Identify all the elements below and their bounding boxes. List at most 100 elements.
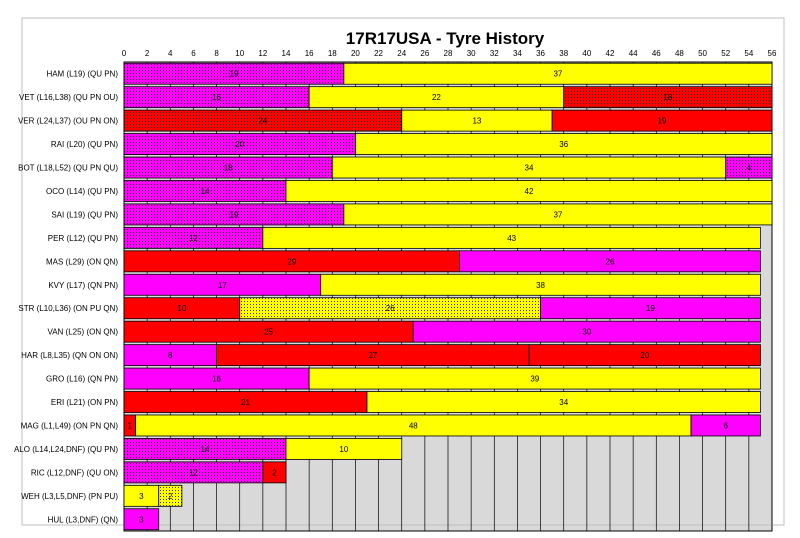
stint-bar <box>690 414 761 437</box>
x-tick-label: 48 <box>675 49 684 58</box>
row-label: KVY (L17) (QN PN) <box>48 281 118 290</box>
stint-label: 27 <box>368 351 377 360</box>
stint-label: 25 <box>264 328 273 337</box>
x-tick-label: 14 <box>282 49 291 58</box>
stint-label: 16 <box>212 375 221 384</box>
stint-label: 2 <box>168 492 173 501</box>
stint-label: 19 <box>229 70 238 79</box>
row-label: RIC (L12,DNF) (QU ON) <box>31 468 118 477</box>
x-tick-label: 26 <box>420 49 429 58</box>
stint-label: 12 <box>189 468 198 477</box>
x-tick-label: 20 <box>351 49 360 58</box>
stint-label: 22 <box>432 93 441 102</box>
stint-bar <box>459 250 761 273</box>
stint-label: 29 <box>287 257 296 266</box>
x-tick-label: 50 <box>698 49 707 58</box>
stint-label: 10 <box>339 445 348 454</box>
x-tick-label: 56 <box>768 49 777 58</box>
x-tick-label: 10 <box>235 49 244 58</box>
x-tick-label: 18 <box>328 49 337 58</box>
stint-label: 24 <box>258 117 267 126</box>
row-label: GRO (L16) (QN PN) <box>46 375 118 384</box>
row-label: HAM (L19) (QU PN) <box>46 70 118 79</box>
x-tick-label: 4 <box>168 49 173 58</box>
stint-bar <box>262 226 761 249</box>
stint-label: 19 <box>229 210 238 219</box>
stint-label: 14 <box>201 445 210 454</box>
stint-label: 3 <box>139 515 144 524</box>
stint-label: 14 <box>201 187 210 196</box>
stint-bar <box>285 180 773 202</box>
stint-label: 12 <box>189 234 198 243</box>
stint-label: 18 <box>224 164 233 173</box>
x-tick-label: 2 <box>145 49 150 58</box>
stint-bar <box>412 320 761 343</box>
row-label: ALO (L14,L24,DNF) (QU PN) <box>14 445 118 454</box>
row-label: SAI (L19) (QU PN) <box>51 210 118 219</box>
x-tick-label: 36 <box>536 49 545 58</box>
stint-label: 48 <box>409 421 418 430</box>
stint-label: 4 <box>747 164 752 173</box>
stint-label: 2 <box>272 468 277 477</box>
stint-bar <box>563 86 773 109</box>
stint-label: 42 <box>525 187 534 196</box>
x-tick-label: 52 <box>721 49 730 58</box>
stint-bar <box>343 203 773 226</box>
x-tick-label: 54 <box>744 49 753 58</box>
x-tick-label: 28 <box>444 49 453 58</box>
row-label: WEH (L3,L5,DNF) (PN PU) <box>21 492 118 501</box>
x-tick-label: 38 <box>559 49 568 58</box>
row-label: HUL (L3,DNF) (QN) <box>48 515 119 524</box>
row-label: RAI (L20) (QU PN) <box>51 140 118 149</box>
stint-label: 30 <box>582 328 591 337</box>
stint-label: 26 <box>386 304 395 313</box>
x-tick-label: 40 <box>582 49 591 58</box>
stint-label: 38 <box>536 281 545 290</box>
x-tick-label: 32 <box>490 49 499 58</box>
stint-label: 21 <box>241 398 250 407</box>
stint-bar <box>528 344 761 367</box>
stint-bar <box>725 156 773 179</box>
x-tick-label: 24 <box>397 49 406 58</box>
row-label: STR (L10,L36) (ON PU QN) <box>18 304 118 313</box>
stint-label: 37 <box>553 210 562 219</box>
stint-bar <box>551 109 773 132</box>
stint-label: 37 <box>553 70 562 79</box>
stint-bar <box>308 367 761 390</box>
stint-label: 18 <box>663 93 672 102</box>
x-tick-label: 34 <box>513 49 522 58</box>
stint-bar <box>320 273 761 296</box>
x-tick-label: 8 <box>214 49 219 58</box>
x-tick-label: 30 <box>467 49 476 58</box>
stint-label: 13 <box>472 117 481 126</box>
stint-label: 20 <box>640 351 649 360</box>
stint-label: 16 <box>212 93 221 102</box>
stint-bar <box>158 484 183 507</box>
x-tick-label: 44 <box>629 49 638 58</box>
x-tick-label: 16 <box>305 49 314 58</box>
row-label: MAG (L1,L49) (ON PN QN) <box>21 421 119 430</box>
stint-label: 43 <box>507 234 516 243</box>
stint-label: 26 <box>606 257 615 266</box>
stint-label: 39 <box>530 375 539 384</box>
row-label: ERI (L21) (ON PN) <box>51 398 118 407</box>
row-label: VER (L24,L37) (OU PN ON) <box>18 117 118 126</box>
stint-bar <box>355 133 773 155</box>
stint-label: 36 <box>559 140 568 149</box>
row-label: OCO (L14) (QU PN) <box>46 187 118 196</box>
row-label: MAS (L29) (ON QN) <box>46 257 118 266</box>
stint-label: 17 <box>218 281 227 290</box>
stint-label: 1 <box>128 421 133 430</box>
stint-label: 34 <box>559 398 568 407</box>
stint-bar <box>123 508 160 531</box>
row-label: HAR (L8,L35) (QN ON ON) <box>21 351 118 360</box>
x-tick-label: 42 <box>606 49 615 58</box>
stint-bar <box>285 438 403 460</box>
x-tick-label: 22 <box>374 49 383 58</box>
x-tick-label: 46 <box>652 49 661 58</box>
stint-label: 8 <box>168 351 173 360</box>
x-tick-label: 0 <box>122 49 127 58</box>
stint-bar <box>366 391 761 413</box>
chart-title: 17R17USA - Tyre History <box>346 29 545 48</box>
